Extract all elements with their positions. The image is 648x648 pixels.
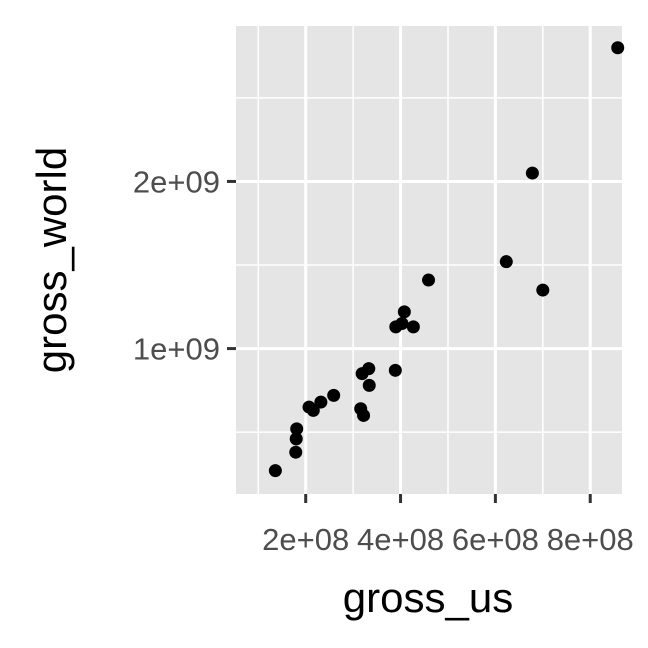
data-point xyxy=(357,408,371,422)
grid-major xyxy=(236,26,622,494)
data-point xyxy=(290,422,304,436)
data-points xyxy=(268,41,625,478)
data-point xyxy=(611,41,625,55)
data-point xyxy=(406,320,420,334)
data-point xyxy=(268,464,282,478)
data-point xyxy=(536,283,550,297)
x-axis-ticks: 2e+08 4e+08 6e+08 8e+08 xyxy=(262,494,634,557)
data-point xyxy=(362,378,376,392)
data-point xyxy=(306,403,320,417)
data-point xyxy=(289,432,303,446)
data-point xyxy=(327,388,341,402)
plot-panel xyxy=(236,26,622,494)
y-axis-title: gross_world xyxy=(28,147,75,373)
y-axis-ticks: 1e+09 2e+09 xyxy=(133,164,236,367)
grid-minor xyxy=(236,26,622,494)
x-axis-title: gross_us xyxy=(343,574,513,621)
x-tick-label: 4e+08 xyxy=(357,522,444,557)
data-point xyxy=(525,166,539,180)
data-point xyxy=(397,305,411,319)
x-tick-label: 6e+08 xyxy=(452,522,539,557)
data-point xyxy=(362,362,376,376)
x-tick-label: 2e+08 xyxy=(262,522,349,557)
data-point xyxy=(395,317,409,331)
x-tick-label: 8e+08 xyxy=(547,522,634,557)
data-point xyxy=(314,395,328,409)
data-point xyxy=(422,273,436,287)
y-tick-label: 2e+09 xyxy=(133,164,220,199)
data-point xyxy=(388,363,402,377)
data-point xyxy=(289,445,303,459)
y-tick-label: 1e+09 xyxy=(133,332,220,367)
data-point xyxy=(499,255,513,269)
